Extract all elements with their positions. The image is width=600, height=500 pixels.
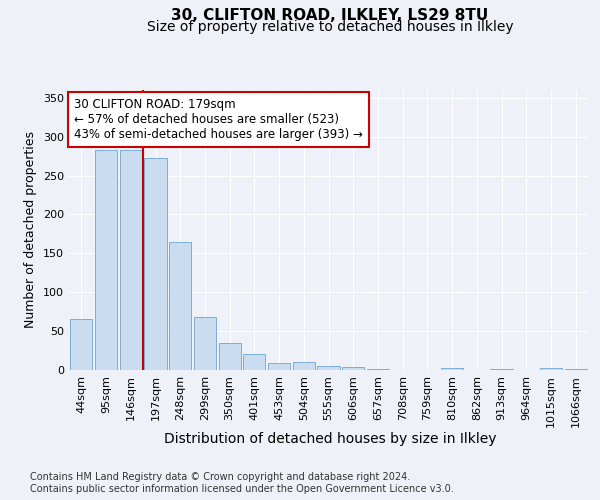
Bar: [145, 158, 167, 370]
Bar: [490, 369, 512, 370]
Bar: [367, 369, 389, 370]
Bar: [95, 150, 117, 370]
Bar: [293, 362, 315, 370]
Bar: [218, 343, 241, 370]
Text: Size of property relative to detached houses in Ilkley: Size of property relative to detached ho…: [146, 20, 514, 34]
Bar: [342, 367, 364, 370]
Text: Contains HM Land Registry data © Crown copyright and database right 2024.
Contai: Contains HM Land Registry data © Crown c…: [30, 472, 454, 494]
Text: 30 CLIFTON ROAD: 179sqm
← 57% of detached houses are smaller (523)
43% of semi-d: 30 CLIFTON ROAD: 179sqm ← 57% of detache…: [74, 98, 363, 142]
Bar: [194, 317, 216, 370]
Text: Distribution of detached houses by size in Ilkley: Distribution of detached houses by size …: [164, 432, 496, 446]
Bar: [70, 320, 92, 370]
Bar: [268, 363, 290, 370]
Bar: [540, 368, 562, 370]
Bar: [243, 354, 265, 370]
Bar: [441, 368, 463, 370]
Bar: [565, 369, 587, 370]
Bar: [119, 150, 142, 370]
Y-axis label: Number of detached properties: Number of detached properties: [25, 132, 37, 328]
Bar: [169, 242, 191, 370]
Bar: [317, 366, 340, 370]
Text: 30, CLIFTON ROAD, ILKLEY, LS29 8TU: 30, CLIFTON ROAD, ILKLEY, LS29 8TU: [172, 8, 488, 22]
